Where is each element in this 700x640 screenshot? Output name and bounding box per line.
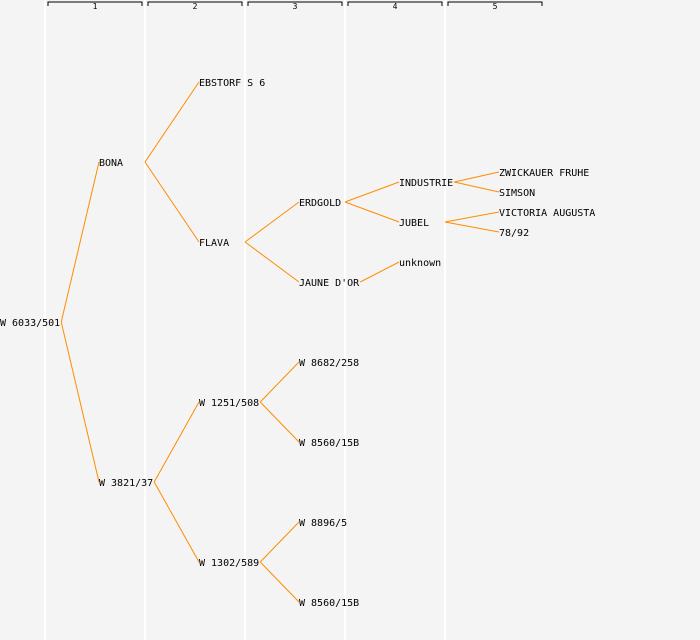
generation-label: 2 bbox=[193, 2, 198, 11]
pedigree-edge bbox=[60, 161, 100, 323]
pedigree-node[interactable]: W 1251/508 bbox=[199, 398, 259, 409]
generation-label: 4 bbox=[393, 2, 398, 11]
pedigree-edge bbox=[444, 221, 500, 233]
pedigree-node[interactable]: W 1302/589 bbox=[199, 558, 259, 569]
pedigree-edge bbox=[454, 181, 500, 193]
pedigree-edge bbox=[244, 201, 300, 243]
pedigree-edge bbox=[259, 401, 300, 443]
pedigree-edge bbox=[259, 561, 300, 603]
pedigree-edge bbox=[144, 161, 200, 243]
generation-bracket bbox=[347, 1, 443, 6]
pedigree-edge bbox=[344, 201, 400, 223]
pedigree-edge bbox=[259, 361, 300, 403]
pedigree-edge bbox=[144, 81, 200, 163]
pedigree-node[interactable]: W 8682/258 bbox=[299, 358, 359, 369]
pedigree-node[interactable]: SIMSON bbox=[499, 188, 535, 199]
generation-bracket bbox=[147, 1, 243, 6]
generation-label: 1 bbox=[93, 2, 98, 11]
generation-bracket bbox=[447, 1, 543, 6]
pedigree-node[interactable]: INDUSTRIE bbox=[399, 178, 453, 189]
pedigree-node[interactable]: VICTORIA AUGUSTA bbox=[499, 208, 595, 219]
pedigree-node[interactable]: 78/92 bbox=[499, 228, 529, 239]
pedigree-edge bbox=[454, 171, 500, 183]
generation-label: 5 bbox=[493, 2, 498, 11]
pedigree-edge bbox=[244, 241, 300, 283]
pedigree-node[interactable]: unknown bbox=[399, 258, 441, 269]
pedigree-edge bbox=[259, 521, 300, 563]
pedigree-node[interactable]: W 8560/15B bbox=[299, 438, 359, 449]
pedigree-edge bbox=[444, 211, 500, 223]
pedigree-node[interactable]: BONA bbox=[99, 158, 123, 169]
pedigree-node[interactable]: W 8560/15B bbox=[299, 598, 359, 609]
pedigree-node[interactable]: W 6033/501 bbox=[0, 318, 60, 329]
pedigree-node[interactable]: FLAVA bbox=[199, 238, 229, 249]
pedigree-node[interactable]: ERDGOLD bbox=[299, 198, 341, 209]
pedigree-edge bbox=[153, 401, 200, 483]
pedigree-node[interactable]: JAUNE D'OR bbox=[299, 278, 360, 289]
pedigree-edge bbox=[359, 261, 400, 283]
generation-bracket bbox=[247, 1, 343, 6]
pedigree-node[interactable]: W 8896/5 bbox=[299, 518, 347, 529]
pedigree-edge bbox=[60, 321, 100, 483]
pedigree-node[interactable]: W 3821/37 bbox=[99, 478, 153, 489]
pedigree-node[interactable]: EBSTORF S 6 bbox=[199, 78, 265, 89]
generation-bracket bbox=[47, 1, 143, 6]
pedigree-node[interactable]: ZWICKAUER FRUHE bbox=[499, 168, 589, 179]
pedigree-node[interactable]: JUBEL bbox=[399, 218, 429, 229]
generation-label: 3 bbox=[293, 2, 298, 11]
pedigree-edge bbox=[344, 181, 400, 203]
pedigree-edge bbox=[153, 481, 200, 563]
